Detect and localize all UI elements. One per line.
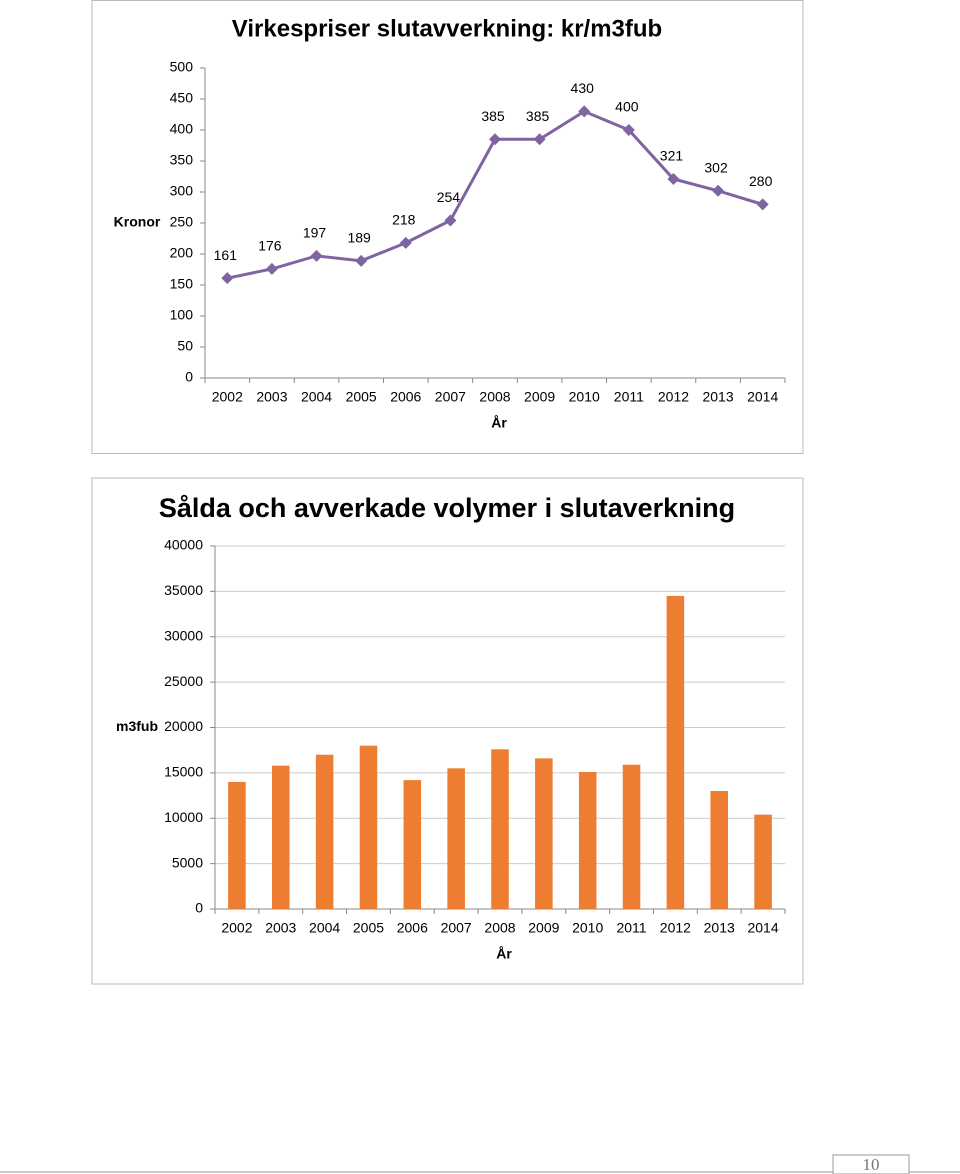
x-tick-label: 2009 [524, 389, 555, 405]
y-tick-label: 5000 [172, 854, 203, 870]
page-number-box [832, 1154, 910, 1174]
marker [265, 262, 278, 275]
y-tick-label: 300 [170, 183, 194, 199]
y-tick-label: 200 [170, 245, 194, 261]
x-tick-label: 2002 [212, 389, 243, 405]
marker [667, 172, 680, 185]
x-tick-label: 2003 [265, 920, 296, 936]
x-tick-label: 2005 [346, 389, 377, 405]
y-tick-label: 450 [170, 90, 194, 106]
x-tick-label: 2012 [660, 920, 691, 936]
x-tick-label: 2005 [353, 920, 384, 936]
y-tick-label: 20000 [164, 718, 203, 734]
y-tick-label: 35000 [164, 582, 203, 598]
y-tick-label: 350 [170, 152, 194, 168]
x-tick-label: 2010 [569, 389, 600, 405]
data-label: 161 [214, 247, 238, 263]
x-tick-label: 2013 [704, 920, 735, 936]
data-label: 176 [258, 238, 282, 254]
data-label: 430 [571, 80, 595, 96]
chart-frame [91, 0, 804, 454]
marker [756, 198, 769, 211]
marker [533, 133, 546, 146]
marker [712, 184, 725, 197]
y-tick-label: 50 [177, 338, 193, 354]
page-number: 10 [863, 1155, 880, 1174]
y-tick-label: 150 [170, 276, 194, 292]
bar [578, 771, 597, 909]
x-tick-label: 2009 [528, 920, 559, 936]
y-tick-label: 500 [170, 59, 194, 75]
x-tick-label: 2014 [747, 389, 778, 405]
data-label: 280 [749, 173, 773, 189]
bar [710, 791, 728, 909]
marker [310, 249, 323, 262]
bar [359, 745, 378, 909]
marker [578, 105, 591, 118]
data-label: 197 [303, 225, 327, 241]
y-tick-label: 40000 [164, 537, 203, 553]
bar [447, 768, 465, 909]
y-tick-label: 400 [170, 121, 194, 137]
y-tick-label: 30000 [164, 627, 203, 643]
bar [228, 781, 246, 909]
bar [754, 814, 772, 909]
y-tick-label: 100 [170, 307, 194, 323]
data-label: 385 [526, 108, 550, 124]
x-tick-label: 2010 [572, 920, 603, 936]
bar [272, 765, 290, 909]
marker [489, 133, 501, 146]
marker [622, 124, 635, 136]
marker [355, 254, 368, 267]
marker [399, 236, 412, 249]
x-tick-label: 2011 [614, 389, 644, 405]
data-label: 254 [437, 189, 461, 205]
chart-title: Virkespriser slutavverkning: kr/m3fub [232, 15, 662, 42]
y-tick-label: 0 [195, 900, 203, 916]
x-tick-label: 2004 [301, 389, 332, 405]
bar [666, 595, 685, 909]
x-tick-label: 2011 [616, 920, 646, 936]
data-label: 400 [615, 99, 639, 115]
x-tick-label: 2007 [441, 920, 472, 936]
data-label: 218 [392, 212, 416, 228]
x-tick-label: 2014 [747, 920, 778, 936]
x-tick-label: 2006 [390, 389, 421, 405]
x-tick-label: 2006 [397, 920, 428, 936]
x-tick-label: 2007 [435, 389, 466, 405]
bar [535, 758, 553, 909]
bar [491, 749, 509, 909]
y-axis-label: m3fub [116, 718, 158, 734]
x-tick-label: 2003 [256, 389, 287, 405]
y-tick-label: 15000 [164, 764, 203, 780]
y-tick-label: 25000 [164, 673, 203, 689]
bar [315, 754, 334, 909]
marker [444, 214, 457, 227]
bar [403, 780, 422, 909]
marker [221, 272, 234, 285]
x-tick-label: 2008 [484, 920, 515, 936]
y-tick-label: 0 [185, 369, 193, 385]
data-label: 321 [660, 148, 684, 164]
x-axis-label: År [491, 415, 507, 431]
bar [622, 764, 641, 909]
data-label: 385 [481, 108, 505, 124]
data-label: 189 [347, 230, 371, 246]
x-axis-label: År [496, 946, 512, 962]
chart-title: Sålda och avverkade volymer i slutaverkn… [159, 493, 735, 523]
x-tick-label: 2002 [221, 920, 252, 936]
x-tick-label: 2013 [702, 389, 733, 405]
y-axis-label: Kronor [114, 214, 161, 230]
y-tick-label: 250 [170, 214, 194, 230]
x-tick-label: 2004 [309, 920, 340, 936]
x-tick-label: 2008 [479, 389, 510, 405]
y-tick-label: 10000 [164, 809, 203, 825]
x-tick-label: 2012 [658, 389, 689, 405]
data-label: 302 [704, 159, 728, 175]
